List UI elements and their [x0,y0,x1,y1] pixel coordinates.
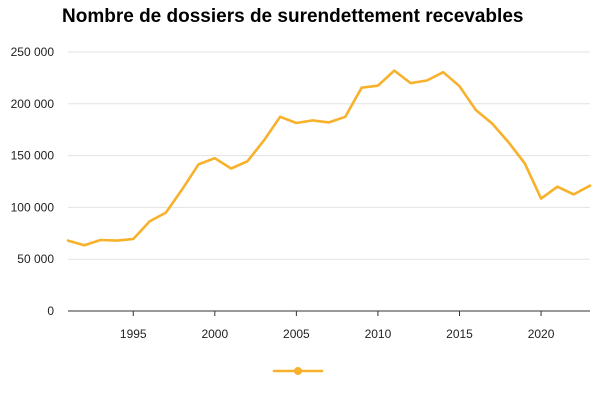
data-point[interactable] [358,84,366,92]
legend-marker[interactable] [294,367,302,375]
data-point[interactable] [211,154,219,162]
y-axis-tick-labels: 0 50 000 100 000 150 000 200 000 250 000 [11,45,55,318]
data-point[interactable] [407,79,415,87]
x-tick-label: 2005 [283,327,310,341]
y-tick-label: 0 [47,304,54,318]
x-tick-label: 2015 [446,327,473,341]
data-point[interactable] [276,113,284,121]
data-point[interactable] [456,82,464,90]
data-point[interactable] [227,165,235,173]
data-point[interactable] [553,183,561,191]
data-point[interactable] [146,217,154,225]
data-point[interactable] [97,236,105,244]
series-line [66,69,592,247]
data-point[interactable] [341,113,349,121]
x-tick-label: 2010 [365,327,392,341]
data-point[interactable] [374,82,382,90]
data-point[interactable] [64,237,72,245]
legend[interactable] [272,367,324,375]
data-point[interactable] [113,237,121,245]
x-tick-label: 1995 [120,327,147,341]
x-tick-label: 2020 [528,327,555,341]
data-point[interactable] [586,182,594,190]
data-point[interactable] [423,76,431,84]
data-point[interactable] [521,159,529,167]
data-point[interactable] [570,190,578,198]
data-point[interactable] [260,137,268,145]
data-point[interactable] [309,116,317,124]
data-point[interactable] [292,119,300,127]
data-point[interactable] [504,138,512,146]
y-tick-label: 200 000 [11,97,55,111]
y-tick-label: 100 000 [11,200,55,214]
data-point[interactable] [390,67,398,75]
axes [68,310,590,316]
y-tick-label: 250 000 [11,45,55,59]
y-tick-label: 50 000 [17,252,54,266]
data-point[interactable] [80,241,88,249]
data-point[interactable] [162,209,170,217]
chart-title: Nombre de dossiers de surendettement rec… [62,6,524,27]
x-tick-label: 2000 [201,327,228,341]
data-point[interactable] [129,235,137,243]
data-point[interactable] [195,160,203,168]
data-point[interactable] [537,195,545,203]
data-point[interactable] [439,68,447,76]
data-point[interactable] [243,157,251,165]
data-point[interactable] [325,118,333,126]
data-point[interactable] [178,185,186,193]
y-tick-label: 150 000 [11,149,55,163]
series-layer [64,67,594,249]
data-point[interactable] [472,106,480,114]
grid-lines [68,51,590,260]
x-axis-tick-labels: 1995 2000 2005 2010 2015 2020 [120,327,555,341]
data-point[interactable] [488,119,496,127]
